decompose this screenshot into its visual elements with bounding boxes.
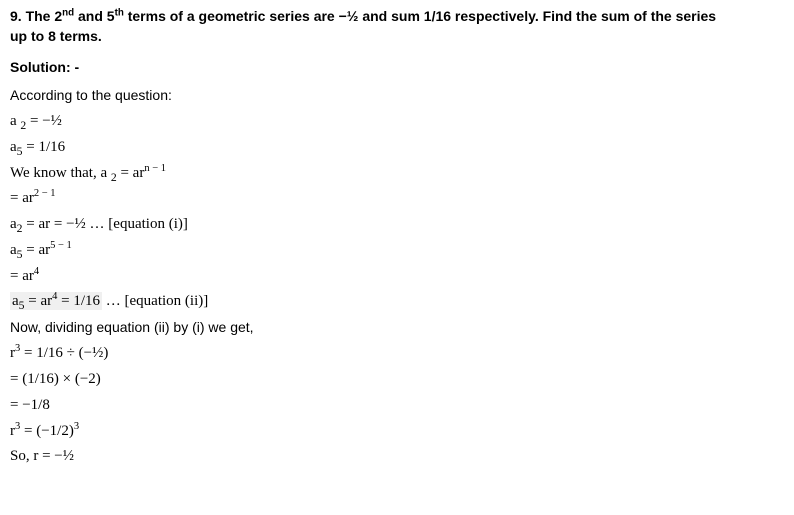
eq-r3-cube: r3 = (−1/2)3 [10,421,784,443]
math-text: = 1/16 ÷ (−½) [20,345,108,361]
math-text: = 1/16 [23,139,66,155]
math-text: a [10,113,20,129]
math-text: = ar [10,268,34,284]
math-sup: 3 [74,421,79,432]
math-text: a [10,242,17,258]
eq-a5-ar4-val: a5 = ar4 = 1/16 … [equation (ii)] [10,291,784,313]
question-text: 9. The 2nd and 5th terms of a geometric … [10,6,784,47]
q-text-part: terms of a geometric series are −½ and s… [124,8,716,24]
math-sup: 5 − 1 [50,240,72,251]
eq-ar4: = ar4 [10,266,784,288]
math-text: = ar [25,293,53,309]
q-sup-2nd: nd [62,7,74,18]
dividing-line: Now, dividing equation (ii) by (i) we ge… [10,317,784,337]
eq-a2-ar: a2 = ar = −½ … [equation (i)] [10,214,784,236]
eq-neg18: = −1/8 [10,395,784,417]
math-text: = (−1/2) [20,423,74,439]
math-text: = 1/16 [57,293,100,309]
math-text: = −½ [26,113,62,129]
math-text: a [10,139,17,155]
eq-formula: We know that, a 2 = arn − 1 [10,163,784,185]
eq-mult: = (1/16) × (−2) [10,369,784,391]
eq-a5-ar51: a5 = ar5 − 1 [10,240,784,262]
math-sup: 4 [34,266,39,277]
q-text-line2: up to 8 terms. [10,28,102,44]
according-line: According to the question: [10,85,784,105]
q-text-part: 9. The 2 [10,8,62,24]
math-sup: n − 1 [144,163,166,174]
q-sup-5th: th [115,7,124,18]
math-text: = ar [23,242,51,258]
math-text: … [equation (ii)] [102,293,208,309]
math-sup: 2 − 1 [34,188,56,199]
math-text: = ar [117,165,145,181]
eq-ar21: = ar2 − 1 [10,188,784,210]
math-text: = ar [10,190,34,206]
math-text: = ar = −½ … [equation (i)] [23,216,188,232]
q-text-part: and 5 [74,8,114,24]
solution-label: Solution: - [10,57,784,77]
math-text: a [12,293,19,309]
eq-a5-value: a5 = 1/16 [10,137,784,159]
math-text: We know that, a [10,165,111,181]
eq-r3-div: r3 = 1/16 ÷ (−½) [10,343,784,365]
eq-r-result: So, r = −½ [10,446,784,468]
math-text: a [10,216,17,232]
highlighted-eq: a5 = ar4 = 1/16 [10,292,102,310]
eq-a2-value: a 2 = −½ [10,111,784,133]
document-body: 9. The 2nd and 5th terms of a geometric … [0,0,794,482]
